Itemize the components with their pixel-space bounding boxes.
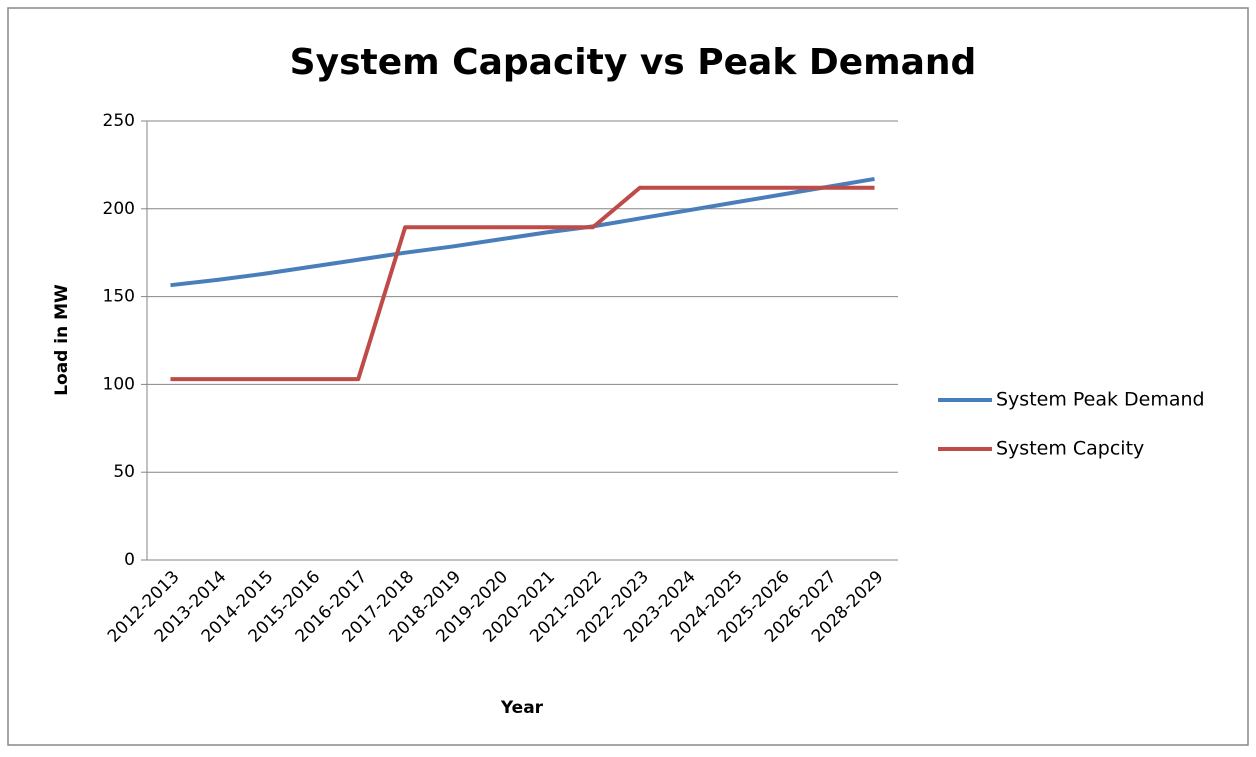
y-tick-label: 250: [103, 111, 135, 131]
chart-frame: [7, 7, 1249, 746]
y-tick-label: 200: [103, 199, 135, 219]
chart-title: System Capacity vs Peak Demand: [290, 42, 977, 83]
x-axis-label: Year: [500, 698, 544, 718]
plot: [170, 176, 875, 382]
legend-label: System Peak Demand: [996, 389, 1205, 411]
legend-label: System Capcity: [996, 438, 1144, 460]
series-line: [170, 185, 875, 382]
series-line: [170, 176, 875, 288]
y-axis-label: Load in MW: [52, 284, 72, 396]
y-tick-label: 100: [103, 374, 135, 394]
legend: System Peak Demand System Capcity: [938, 389, 1205, 460]
y-tick-label: 150: [103, 287, 135, 307]
y-tick-label: 50: [113, 462, 135, 482]
y-tick-label: 0: [124, 550, 135, 570]
